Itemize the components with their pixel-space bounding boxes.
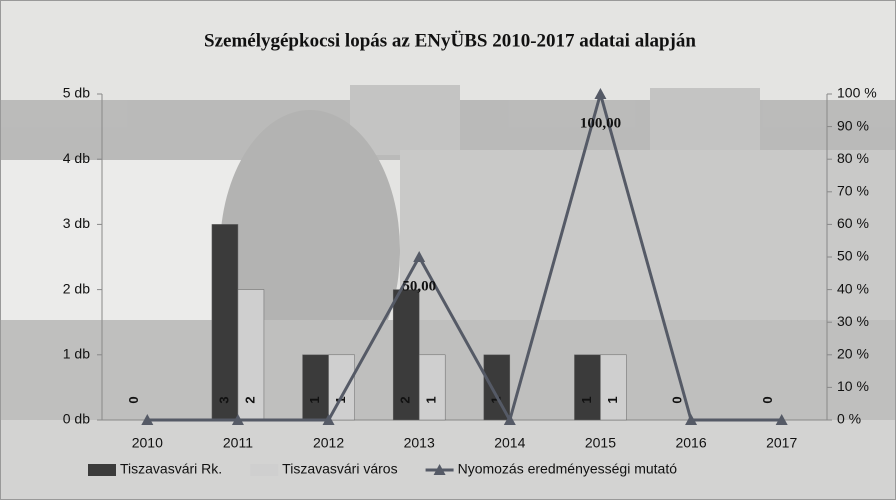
bar [418,354,446,421]
legend-item: Tiszavasvári Rk. [88,461,222,477]
legend-label: Nyomozás eredményességi mutató [458,461,678,477]
y2-tick-label: 100 % [837,85,877,101]
y2-tick-label: 80 % [837,150,869,166]
y2-tick-label: 60 % [837,215,869,231]
bar [211,224,239,421]
data-label: 1 [605,396,620,403]
line-marker [685,414,698,425]
data-label: 0 [760,396,775,403]
y2-tick-label: 10 % [837,378,869,394]
data-label: 1 [579,396,594,403]
legend-label: Tiszavasvári Rk. [120,461,222,477]
x-tick-label: 2013 [404,435,435,451]
legend-item: Nyomozás eredményességi mutató [425,461,678,477]
data-label: 100,00 [580,115,621,131]
background-photo [0,85,896,500]
legend-swatch [88,464,116,476]
bar [600,354,627,421]
legend-item: Tiszavasvári város [250,461,398,477]
y-tick-label: 3 db [63,215,90,231]
line-marker [413,251,426,262]
line-marker [503,414,516,425]
data-label: 1 [307,396,322,403]
y2-tick-label: 70 % [837,183,869,199]
data-label: 3 [216,396,231,403]
y-tick-label: 0 db [63,411,90,427]
y-tick-label: 1 db [63,346,90,362]
x-tick-label: 2010 [132,435,163,451]
y-tick-label: 2 db [63,280,90,296]
line-marker [231,414,244,425]
legend-swatch [433,464,446,475]
x-tick-label: 2017 [766,435,797,451]
y2-tick-label: 0 % [837,411,861,427]
y2-tick-label: 40 % [837,280,869,296]
data-label: 1 [488,396,503,403]
bar [302,354,329,421]
legend-label: Tiszavasvári város [282,461,397,477]
y-tick-label: 5 db [63,85,90,101]
x-tick-label: 2016 [675,435,706,451]
x-tick-label: 2015 [585,435,616,451]
bar [574,354,601,421]
x-tick-label: 2012 [313,435,344,451]
data-label: 0 [126,396,141,403]
line-marker [594,88,607,99]
y2-tick-label: 90 % [837,117,869,133]
line-series [147,88,782,424]
line-marker [141,414,154,425]
line-marker [322,414,335,425]
data-label: 2 [398,396,413,403]
y-tick-label: 4 db [63,150,90,166]
data-label: 0 [670,396,685,403]
line-marker [775,414,788,425]
y2-tick-label: 30 % [837,313,869,329]
legend-swatch [250,464,279,476]
x-tick-label: 2014 [494,435,525,451]
data-label: 2 [242,396,257,403]
data-label: 1 [424,396,439,403]
y2-tick-label: 50 % [837,248,869,264]
x-tick-label: 2011 [223,435,253,451]
chart-title: Személygépkocsi lopás az ENyÜBS 2010-201… [204,30,696,51]
y2-tick-label: 20 % [837,346,869,362]
data-label: 50,00 [402,278,436,294]
